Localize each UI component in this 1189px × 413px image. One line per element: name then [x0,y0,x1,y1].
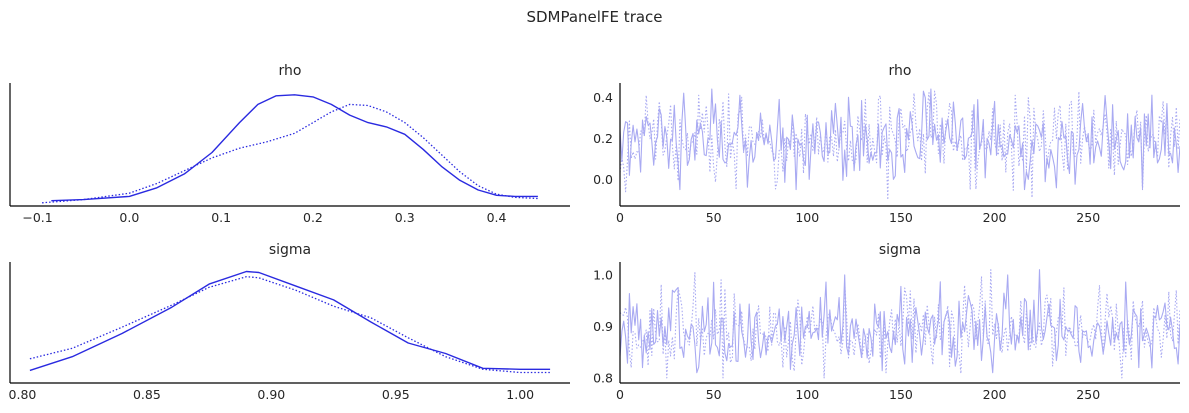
x-tick-label: 0.80 [9,387,37,402]
x-tick-label: 0 [616,387,624,402]
y-tick-label: 0.0 [593,172,613,187]
panel-sigma-kde: sigma 0.80 0.85 0.90 0.95 1.00 [9,242,570,402]
panel-title: sigma [269,242,311,258]
y-tick-label: 0.9 [593,319,613,334]
x-tick-label: 150 [889,210,913,225]
x-tick-label: 0.90 [257,387,285,402]
x-tick-label: 50 [706,210,722,225]
x-tick-label: 100 [795,210,819,225]
x-tick-label: 100 [795,387,819,402]
x-tick-label: 250 [1076,210,1100,225]
figure-title: SDMPanelFE trace [526,8,662,26]
x-tick-label: 50 [706,387,722,402]
x-tick-label: 0.1 [211,210,231,225]
series-dotted-line [42,103,538,204]
x-tick-label: 0.85 [133,387,161,402]
x-tick-label: 0.4 [487,210,507,225]
x-tick-label: 200 [983,387,1007,402]
series-dotted-line [620,90,1180,201]
series-solid-line [620,88,1180,191]
panel-title: rho [889,63,912,79]
panel-rho-kde: rho −0.1 0.0 0.1 0.2 0.3 0.4 [9,63,570,225]
x-tick-label: 150 [889,387,913,402]
x-tick-label: −0.1 [22,210,52,225]
y-tick-label: 1.0 [593,267,613,282]
series-solid-line [51,94,538,202]
x-tick-label: 0.95 [382,387,410,402]
x-tick-label: 250 [1076,387,1100,402]
panel-rho-trace: rho 0 50 100 150 200 250 0.0 0.2 0.4 [593,63,1180,225]
series-dotted-line [620,269,1180,379]
series-solid-line [29,270,551,372]
panel-title: rho [279,63,302,79]
x-tick-label: 0.0 [119,210,139,225]
series-solid-line [620,269,1180,374]
x-tick-label: 0.2 [303,210,323,225]
x-tick-label: 0.3 [395,210,415,225]
x-tick-label: 200 [983,210,1007,225]
y-tick-label: 0.4 [593,90,613,105]
y-tick-label: 0.8 [593,370,613,385]
series-dotted-line [29,276,551,374]
y-tick-label: 0.2 [593,131,613,146]
x-tick-label: 1.00 [506,387,534,402]
x-tick-label: 0 [616,210,624,225]
panel-title: sigma [879,242,921,258]
panel-sigma-trace: sigma 0 50 100 150 200 250 0.8 0.9 1.0 [593,242,1180,402]
